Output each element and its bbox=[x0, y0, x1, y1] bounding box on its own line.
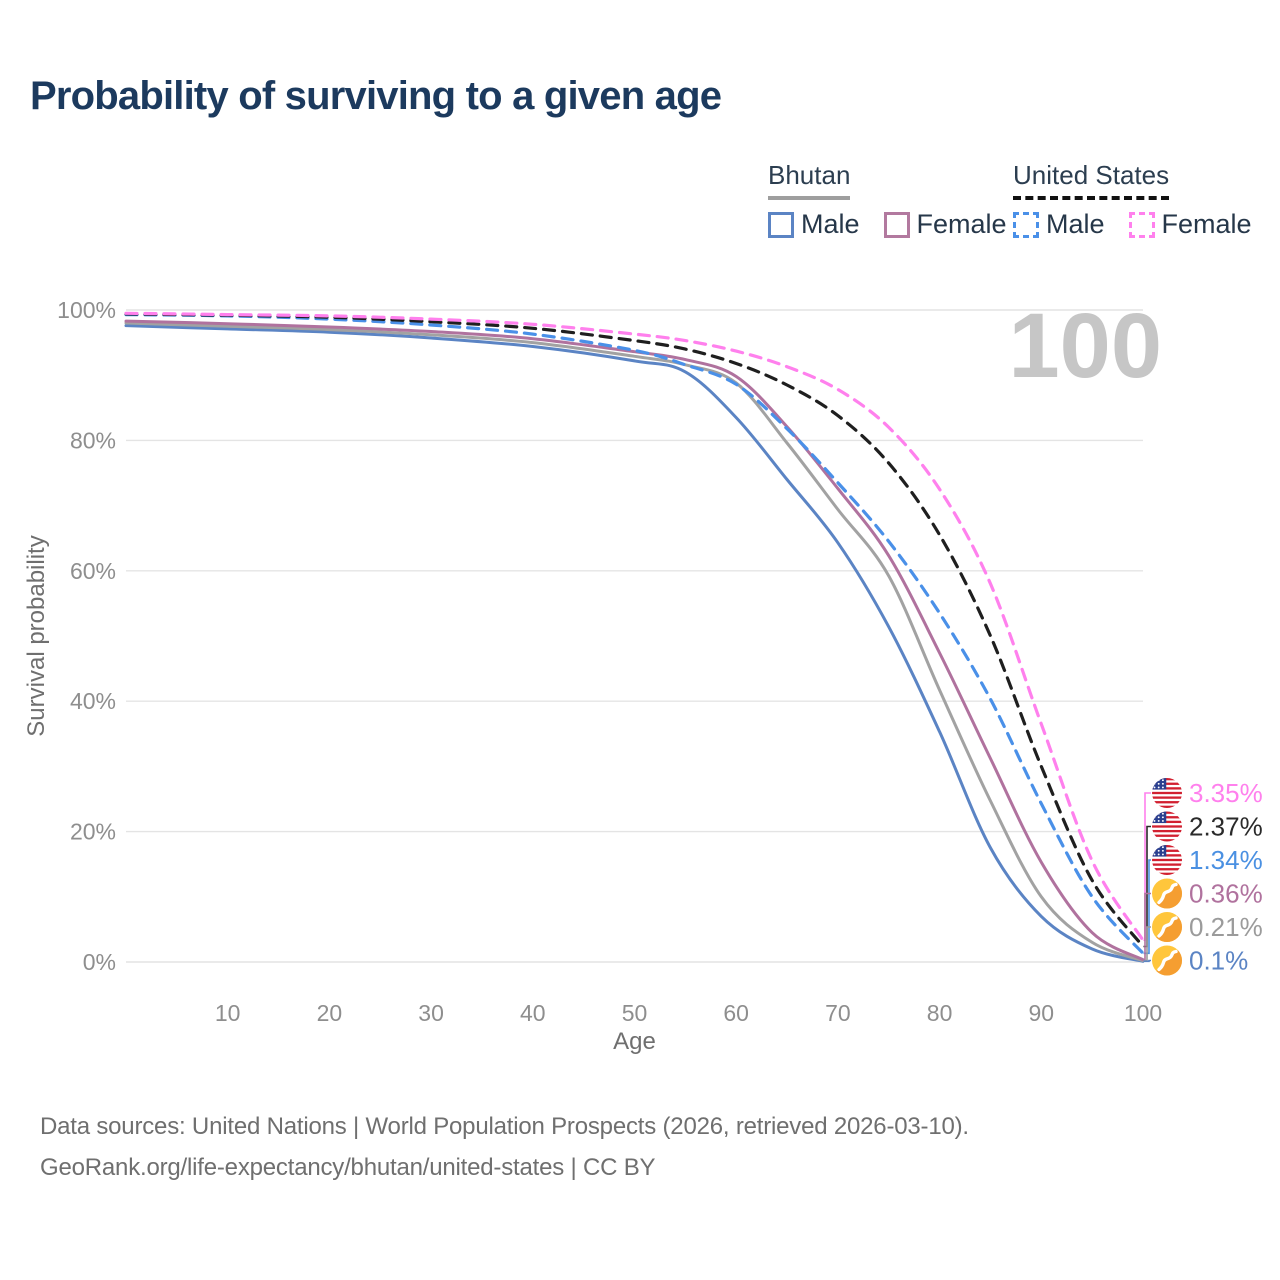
legend-items-bhutan: Male Female bbox=[768, 209, 1007, 240]
x-tick-30: 30 bbox=[418, 1000, 444, 1026]
us-flag-icon bbox=[1152, 811, 1182, 842]
us-flag-icon bbox=[1152, 778, 1182, 808]
legend-group-bhutan: Bhutan Male Female bbox=[768, 160, 1007, 240]
x-tick-90: 90 bbox=[1029, 1000, 1055, 1026]
line-us-both[interactable] bbox=[124, 312, 1145, 949]
x-tick-40: 40 bbox=[520, 1000, 546, 1026]
x-tick-100: 100 bbox=[1124, 1000, 1162, 1026]
y-tick-100%: 100% bbox=[57, 297, 116, 323]
x-tick-60: 60 bbox=[723, 1000, 749, 1026]
end-label-connector-bhutan_female bbox=[1143, 892, 1151, 961]
y-tick-40%: 40% bbox=[70, 688, 116, 714]
legend-swatch-us-female bbox=[1128, 211, 1155, 238]
end-label-connector-bhutan_male bbox=[1143, 959, 1151, 963]
legend-item-bhutan-female[interactable]: Female bbox=[883, 209, 1007, 240]
legend-swatch-us-male bbox=[1013, 211, 1039, 238]
x-tick-20: 20 bbox=[317, 1000, 343, 1026]
legend-group-united-states: United States Male Female bbox=[1013, 160, 1252, 240]
legend-label-bhutan-female: Female bbox=[916, 209, 1007, 239]
y-tick-20%: 20% bbox=[70, 819, 116, 845]
legend-swatch-bhutan-female bbox=[883, 211, 910, 238]
legend-label-us-female: Female bbox=[1161, 209, 1252, 239]
page-title: Probability of surviving to a given age bbox=[30, 74, 722, 118]
line-bhutan-male[interactable] bbox=[124, 324, 1145, 963]
hover-age-watermark: 100 bbox=[1009, 295, 1163, 397]
end-label-value-us_female: 3.35% bbox=[1189, 778, 1263, 808]
bhutan-flag-icon bbox=[1152, 912, 1182, 942]
y-axis-label: Survival probability bbox=[23, 535, 50, 736]
legend-group-title-bhutan[interactable]: Bhutan bbox=[768, 160, 851, 200]
end-label-value-us_male: 1.34% bbox=[1189, 845, 1263, 875]
y-tick-0%: 0% bbox=[83, 949, 116, 975]
legend-item-us-female[interactable]: Female bbox=[1128, 209, 1252, 240]
x-tick-80: 80 bbox=[927, 1000, 953, 1026]
end-label-value-bhutan_female: 0.36% bbox=[1189, 879, 1263, 909]
legend-item-bhutan-male[interactable]: Male bbox=[768, 209, 860, 240]
line-us-female[interactable] bbox=[124, 311, 1145, 942]
data-sources-line: Data sources: United Nations | World Pop… bbox=[40, 1113, 969, 1140]
x-tick-70: 70 bbox=[825, 1000, 851, 1026]
x-tick-10: 10 bbox=[215, 1000, 241, 1026]
line-bhutan-female[interactable] bbox=[124, 319, 1145, 962]
end-label-value-bhutan_both: 0.21% bbox=[1189, 912, 1263, 942]
source-url-line: GeoRank.org/life-expectancy/bhutan/unite… bbox=[40, 1154, 656, 1181]
line-bhutan-both[interactable] bbox=[124, 321, 1145, 963]
legend-label-bhutan-male: Male bbox=[801, 209, 860, 239]
x-axis-label: Age bbox=[613, 1028, 656, 1055]
end-label-value-bhutan_male: 0.1% bbox=[1189, 946, 1248, 976]
legend-items-united-states: Male Female bbox=[1013, 209, 1252, 240]
bhutan-flag-icon bbox=[1152, 945, 1182, 976]
legend-group-title-united-states[interactable]: United States bbox=[1013, 160, 1170, 200]
bhutan-flag-icon bbox=[1152, 878, 1182, 909]
legend-label-us-male: Male bbox=[1046, 209, 1105, 239]
end-label-value-us_both: 2.37% bbox=[1189, 812, 1263, 842]
x-tick-50: 50 bbox=[622, 1000, 648, 1026]
legend-item-us-male[interactable]: Male bbox=[1013, 209, 1105, 240]
legend-swatch-bhutan-male bbox=[768, 211, 794, 238]
y-tick-80%: 80% bbox=[70, 427, 116, 453]
y-tick-60%: 60% bbox=[70, 558, 116, 584]
us-flag-icon bbox=[1152, 845, 1182, 875]
chart-footer: Data sources: United Nations | World Pop… bbox=[40, 1106, 969, 1188]
line-us-male[interactable] bbox=[124, 313, 1145, 955]
